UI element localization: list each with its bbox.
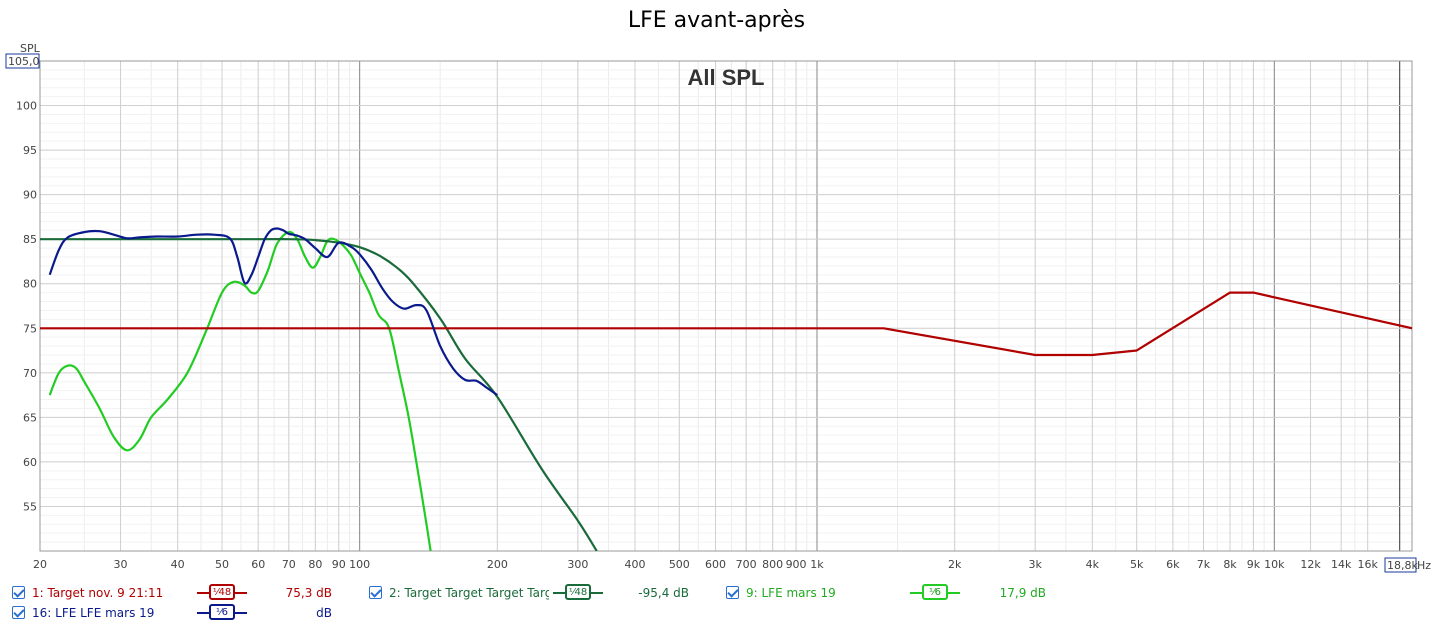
x-tick-label: 9k: [1247, 558, 1261, 571]
smoothing-label: ⅟6: [209, 604, 235, 620]
y-top-readout-text: 105,0: [8, 55, 40, 68]
y-tick-label: 95: [23, 144, 37, 157]
x-tick-label: 14k: [1331, 558, 1352, 571]
x-tick-label: 500: [669, 558, 690, 571]
x-tick-label: 4k: [1086, 558, 1100, 571]
x-tick-label: 10k: [1264, 558, 1285, 571]
x-tick-label: 2k: [948, 558, 962, 571]
x-tick-label: 16k: [1357, 558, 1378, 571]
x-tick-label: 30: [114, 558, 128, 571]
x-right-readout-text: 18,8k: [1387, 559, 1418, 572]
y-tick-label: 60: [23, 456, 37, 469]
plot-frame: [39, 60, 1413, 552]
smoothing-label: ⅟48: [565, 584, 591, 600]
x-tick-label: 200: [487, 558, 508, 571]
chart-annotation: All SPL: [687, 65, 764, 90]
grid-minor-lines: [40, 61, 1412, 551]
x-axis-unit: Hz: [1417, 559, 1431, 572]
x-tick-label: 12k: [1300, 558, 1321, 571]
chart-plot[interactable]: All SPL 20 30 40 50 60 70 80 90 100 200 300 400 500 6…: [0, 0, 1433, 580]
x-tick-label: 60: [251, 558, 265, 571]
x-tick-label: 90: [332, 558, 346, 571]
smoothing-label: ⅟48: [209, 584, 235, 600]
series-target-target[interactable]: [40, 238, 598, 551]
y-axis-label: SPL: [20, 42, 41, 55]
grid-major-lines: [39, 61, 1412, 551]
x-tick-label: 80: [308, 558, 322, 571]
x-tick-label: 70: [282, 558, 296, 571]
x-tick-label: 400: [625, 558, 646, 571]
y-tick-label: 85: [23, 233, 37, 246]
series-group: [40, 227, 1412, 580]
legend-value: 17,9 dB: [999, 586, 1046, 600]
x-tick-label: 600: [705, 558, 726, 571]
x-tick-label: 7k: [1197, 558, 1211, 571]
x-tick-label: 20: [33, 558, 47, 571]
chart-title: LFE avant-après: [627, 8, 806, 33]
x-tick-label: 900: [786, 558, 807, 571]
x-tick-label: 300: [567, 558, 588, 571]
legend-label: 9: LFE mars 19: [746, 586, 836, 600]
legend-value: -95,4 dB: [638, 586, 689, 600]
y-tick-label: 100: [16, 100, 37, 113]
y-tick-label: 80: [23, 278, 37, 291]
y-top-readout[interactable]: 105,0: [5, 53, 40, 69]
legend-label: 2: Target Target Target Target 1: [389, 586, 549, 600]
x-tick-label: 50: [215, 558, 229, 571]
x-tick-label: 800: [762, 558, 783, 571]
x-tick-label: 700: [736, 558, 757, 571]
legend-label: 1: Target nov. 9 21:11: [32, 586, 164, 600]
x-tick-label: 100: [349, 558, 370, 571]
legend-value: 75,3 dB: [285, 586, 332, 600]
legend-label: 16: LFE LFE mars 19: [32, 606, 155, 620]
x-tick-label: 5k: [1130, 558, 1144, 571]
y-tick-label: 70: [23, 367, 37, 380]
y-axis-ticks: 55 60 65 70 75 80 85 90 95 100: [16, 100, 37, 514]
checkbox-icon[interactable]: [726, 586, 739, 599]
x-axis-ticks: 20 30 40 50 60 70 80 90 100 200 300 400 500 600 700 800…: [33, 558, 1378, 571]
x-tick-label: 3k: [1029, 558, 1043, 571]
x-tick-label: 8k: [1223, 558, 1237, 571]
series-target-nov9[interactable]: [40, 291, 1412, 357]
y-tick-label: 90: [23, 189, 37, 202]
legend: 1: Target nov. 9 21:11 ⅟48 75,3 dB 2: Ta…: [0, 580, 1433, 625]
y-tick-label: 65: [23, 411, 37, 424]
legend-value: dB: [316, 606, 332, 620]
y-tick-label: 55: [23, 500, 37, 513]
series-lfe-lfe-mars19[interactable]: [48, 227, 498, 396]
smoothing-label: ⅟6: [922, 584, 948, 600]
x-tick-label: 6k: [1166, 558, 1180, 571]
x-tick-label: 1k: [810, 558, 824, 571]
x-tick-label: 40: [171, 558, 185, 571]
checkbox-icon[interactable]: [12, 586, 25, 599]
series-lfe-mars19[interactable]: [48, 230, 441, 580]
x-right-readout[interactable]: 18,8k: [1384, 557, 1418, 573]
checkbox-icon[interactable]: [12, 606, 25, 619]
y-tick-label: 75: [23, 322, 37, 335]
checkbox-icon[interactable]: [369, 586, 382, 599]
